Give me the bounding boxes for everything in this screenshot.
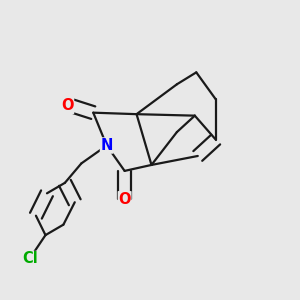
Text: N: N [100, 138, 113, 153]
Text: Cl: Cl [22, 251, 38, 266]
Text: O: O [61, 98, 74, 113]
Text: O: O [118, 192, 131, 207]
